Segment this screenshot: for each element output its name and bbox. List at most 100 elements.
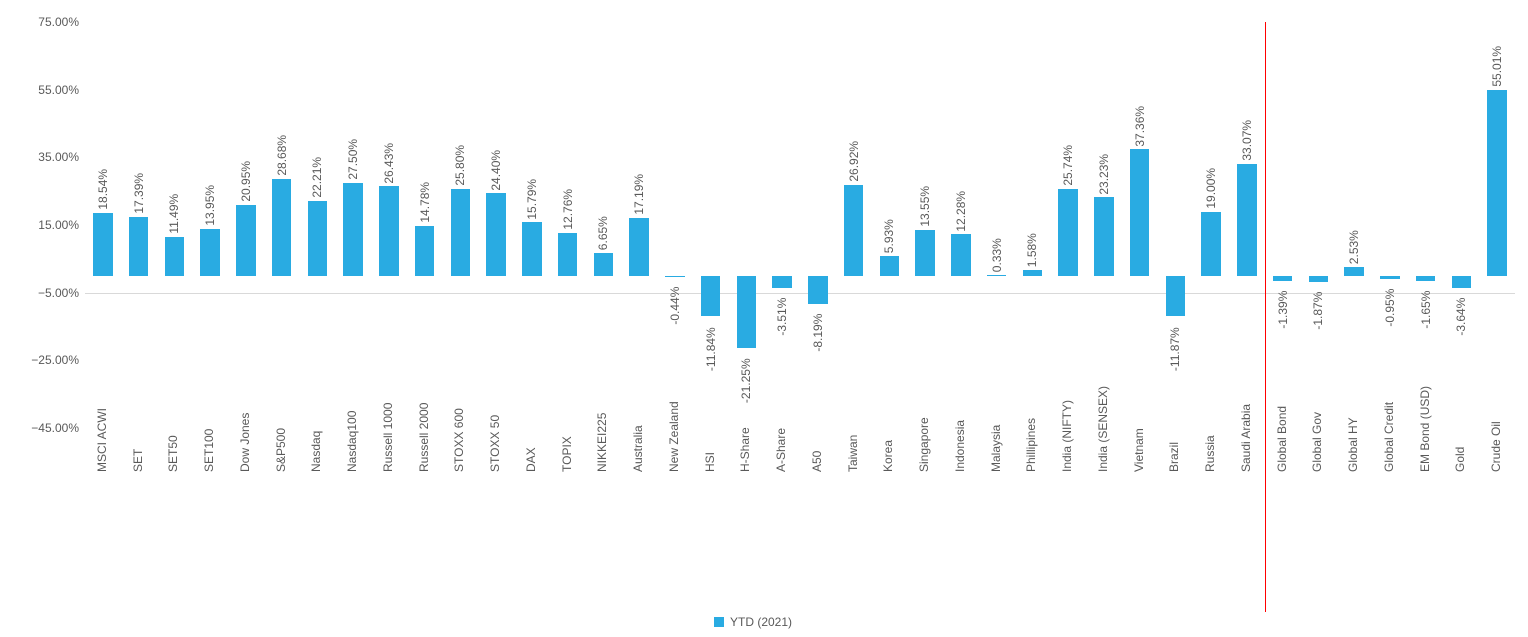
- x-tick-label: Malaysia: [989, 425, 1003, 476]
- x-tick-label: A50: [810, 451, 824, 476]
- bar: [1058, 189, 1078, 276]
- bar: [915, 230, 935, 276]
- y-tick-label: 55.00%: [38, 83, 85, 97]
- bar: [844, 185, 864, 276]
- x-tick-label: TOPIX: [560, 436, 574, 476]
- bar: [1094, 197, 1114, 276]
- bar: [558, 233, 578, 276]
- bar-value-label: 26.92%: [847, 137, 859, 182]
- x-tick-label: Russia: [1203, 435, 1217, 476]
- bar-value-label: 17.19%: [632, 170, 644, 215]
- bar-value-label: 19.00%: [1204, 164, 1216, 209]
- bar: [808, 276, 828, 304]
- bar: [1201, 212, 1221, 276]
- ytd-performance-chart: −45.00%−25.00%−5.00%15.00%35.00%55.00%75…: [0, 0, 1528, 637]
- bar-value-label: -1.87%: [1311, 285, 1323, 330]
- x-tick-label: Brazil: [1167, 442, 1181, 476]
- x-tick-label: STOXX 600: [452, 408, 466, 476]
- x-tick-label: Korea: [881, 440, 895, 476]
- section-divider: [1265, 22, 1266, 612]
- x-tick-label: Saudi Arabia: [1239, 404, 1253, 476]
- bar-value-label: -1.65%: [1419, 284, 1431, 329]
- bar: [1237, 164, 1257, 276]
- x-tick-label: India (SENSEX): [1096, 386, 1110, 476]
- bar-value-label: 25.74%: [1061, 141, 1073, 186]
- bar: [93, 213, 113, 276]
- x-axis-line: [85, 293, 1515, 294]
- x-tick-label: Dow Jones: [238, 413, 252, 476]
- bar: [1273, 276, 1293, 281]
- bar: [1487, 90, 1507, 276]
- bar: [415, 226, 435, 276]
- bar-value-label: 17.39%: [132, 169, 144, 214]
- bar-value-label: -0.44%: [668, 280, 680, 325]
- x-tick-label: DAX: [524, 447, 538, 476]
- bar: [165, 237, 185, 276]
- x-tick-label: India (NIFTY): [1060, 400, 1074, 476]
- y-tick-label: 75.00%: [38, 15, 85, 29]
- y-tick-label: 35.00%: [38, 150, 85, 164]
- x-tick-label: MSCI ACWI: [95, 408, 109, 476]
- x-tick-label: Australia: [631, 425, 645, 476]
- y-tick-label: −5.00%: [38, 286, 85, 300]
- bar-value-label: 1.58%: [1025, 230, 1037, 267]
- bar-value-label: -8.19%: [811, 307, 823, 352]
- bar-value-label: 12.28%: [954, 187, 966, 232]
- bar: [987, 275, 1007, 276]
- y-tick-label: 15.00%: [38, 218, 85, 232]
- bar-value-label: 11.49%: [167, 189, 179, 234]
- bar-value-label: 2.53%: [1347, 227, 1359, 264]
- bar: [272, 179, 292, 276]
- bar: [1130, 149, 1150, 275]
- bar-value-label: 55.01%: [1490, 42, 1502, 87]
- bar-value-label: -11.84%: [704, 319, 716, 371]
- bar-value-label: -3.64%: [1454, 291, 1466, 336]
- bar: [343, 183, 363, 276]
- bar: [1452, 276, 1472, 288]
- x-tick-label: Russell 2000: [417, 403, 431, 476]
- bar-value-label: -11.87%: [1168, 319, 1180, 371]
- bar-value-label: 13.95%: [203, 181, 215, 226]
- x-tick-label: SET100: [202, 429, 216, 476]
- bar-value-label: 26.43%: [382, 139, 394, 184]
- x-tick-label: Global Bond: [1275, 406, 1289, 476]
- x-tick-label: Gold: [1453, 447, 1467, 476]
- bar-value-label: 6.65%: [596, 213, 608, 250]
- x-tick-label: Phillipines: [1024, 418, 1038, 476]
- x-tick-label: Nasdaq100: [345, 411, 359, 476]
- bar: [129, 217, 149, 276]
- legend-swatch: [714, 617, 724, 627]
- bar: [1309, 276, 1329, 282]
- x-tick-label: Nasdaq: [309, 431, 323, 476]
- bar: [522, 222, 542, 275]
- bar: [379, 186, 399, 275]
- bar: [629, 218, 649, 276]
- x-tick-label: A-Share: [774, 428, 788, 476]
- bar: [1166, 276, 1186, 316]
- bar-value-label: 33.07%: [1240, 116, 1252, 161]
- bar: [594, 253, 614, 276]
- bar-value-label: 28.68%: [275, 131, 287, 176]
- x-tick-label: Indonesia: [953, 420, 967, 476]
- bar-value-label: 22.21%: [310, 153, 322, 198]
- x-tick-label: NIKKEI225: [595, 413, 609, 476]
- x-tick-label: Singapore: [917, 417, 931, 476]
- bar: [1380, 276, 1400, 279]
- bar-value-label: 20.95%: [239, 157, 251, 202]
- bar-value-label: 27.50%: [346, 135, 358, 180]
- x-tick-label: SET50: [166, 435, 180, 476]
- bar: [772, 276, 792, 288]
- x-tick-label: Taiwan: [846, 435, 860, 476]
- bar: [880, 256, 900, 276]
- bar-value-label: -21.25%: [739, 351, 751, 403]
- bar: [236, 205, 256, 276]
- legend: YTD (2021): [714, 615, 792, 629]
- bar-value-label: -0.95%: [1383, 282, 1395, 327]
- x-tick-label: Global Gov: [1310, 412, 1324, 476]
- bar: [1416, 276, 1436, 282]
- bar-value-label: 0.33%: [990, 235, 1002, 272]
- y-tick-label: −45.00%: [31, 421, 85, 435]
- bar-value-label: 12.76%: [561, 185, 573, 230]
- bar: [486, 193, 506, 276]
- bar: [200, 229, 220, 276]
